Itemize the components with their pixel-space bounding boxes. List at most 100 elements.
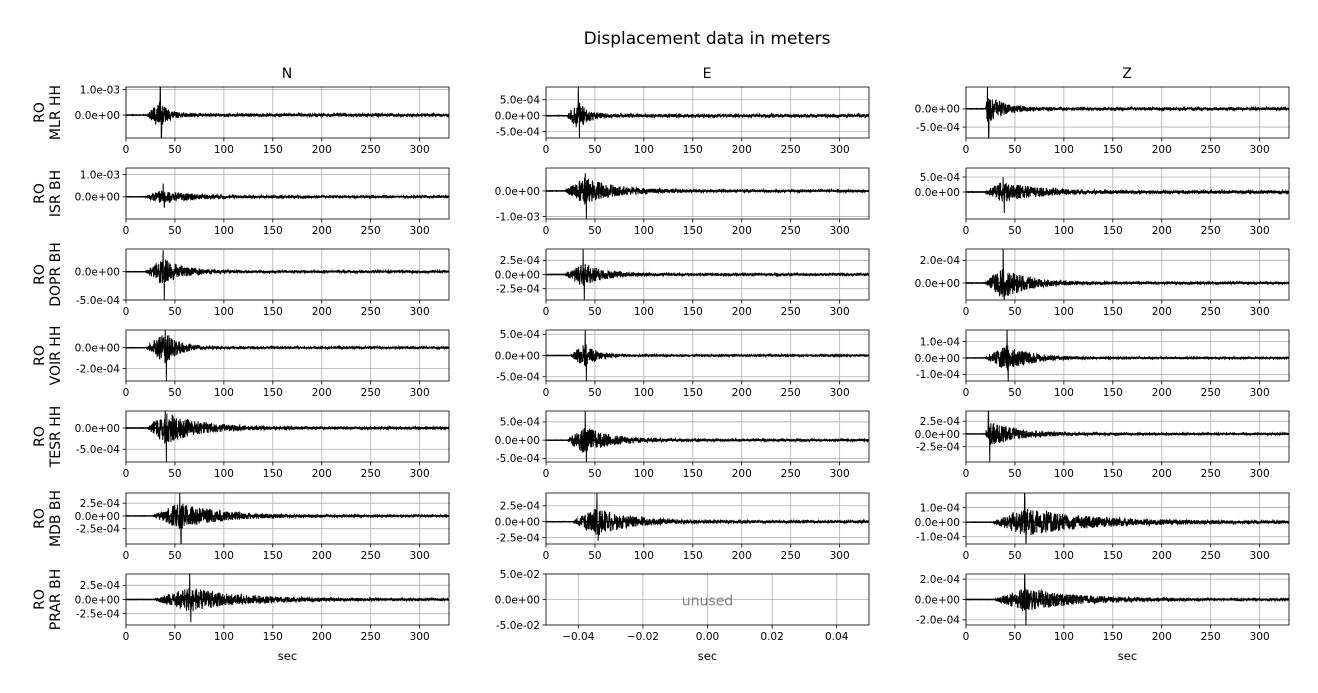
- x-tick-label: 50: [168, 387, 181, 399]
- x-tick-label: −0.04: [562, 631, 594, 643]
- x-tick-label: 300: [1250, 387, 1270, 399]
- x-tick-label: 50: [588, 225, 601, 237]
- x-tick-label: 250: [1201, 387, 1221, 399]
- y-tick-label: 5.0e-04: [500, 95, 541, 107]
- panel-3-1: 0 50 100 150 200 250 300 5.0e-04 0.0e+00 -5.0e-04: [495, 329, 870, 399]
- y-tick-label: 1.0e-03: [80, 84, 120, 96]
- x-tick-label: 50: [1008, 225, 1021, 237]
- x-tick-label: 0: [123, 631, 130, 643]
- x-tick-label: 0: [963, 144, 970, 156]
- x-tick-label: 200: [732, 550, 752, 562]
- x-tick-label: 100: [634, 144, 654, 156]
- x-tick-label: 250: [361, 550, 381, 562]
- panel-2-0: 0 50 100 150 200 250 300 0.0e+00 -5.0e-04: [75, 248, 450, 318]
- x-tick-label: 150: [263, 631, 283, 643]
- x-tick-label: 300: [1250, 550, 1270, 562]
- row-label-network: RO: [32, 589, 48, 610]
- x-tick-label: 250: [1201, 306, 1221, 318]
- x-tick-label: 250: [361, 631, 381, 643]
- axes-frame: [545, 86, 870, 139]
- x-tick-label: 100: [214, 550, 234, 562]
- y-tick-label: -5.0e-04: [496, 126, 540, 138]
- row-label-network: RO: [32, 264, 48, 285]
- x-tick-label: 200: [732, 144, 752, 156]
- axes-frame: [125, 329, 450, 382]
- y-tick-label: 0.0e+00: [75, 594, 120, 606]
- x-tick-label: 250: [361, 306, 381, 318]
- x-tick-label: 150: [683, 468, 703, 480]
- x-tick-label: 50: [168, 468, 181, 480]
- x-tick-label: 100: [214, 306, 234, 318]
- x-tick-label: 300: [830, 387, 850, 399]
- y-tick-label: 0.0e+00: [75, 511, 120, 523]
- trace-isr-bh-z: [966, 176, 1289, 214]
- x-tick-label: 200: [312, 550, 332, 562]
- x-tick-label: 200: [732, 225, 752, 237]
- row-label-station: VOIR HH: [48, 326, 64, 386]
- axes-frame: [965, 492, 1290, 545]
- x-tick-label: 50: [1008, 306, 1021, 318]
- x-tick-label: 50: [1008, 387, 1021, 399]
- x-tick-label: 200: [732, 387, 752, 399]
- axes-frame: [965, 329, 1290, 382]
- x-tick-label: 250: [361, 144, 381, 156]
- trace-mlr-hh-e: [546, 87, 869, 138]
- x-tick-label: 0: [123, 387, 130, 399]
- y-tick-label: 0.0e+00: [915, 104, 960, 116]
- x-tick-label: 100: [214, 144, 234, 156]
- x-tick-label: 150: [683, 144, 703, 156]
- trace-dopr-bh-z: [966, 249, 1289, 300]
- x-tick-label: 250: [1201, 550, 1221, 562]
- x-tick-label: 0: [963, 225, 970, 237]
- axes-frame: [125, 492, 450, 545]
- x-tick-label: 50: [588, 144, 601, 156]
- x-tick-label: 200: [312, 631, 332, 643]
- x-tick-label: 300: [830, 225, 850, 237]
- figure-title: Displacement data in meters: [584, 29, 831, 49]
- trace-dopr-bh-n: [126, 250, 449, 300]
- y-tick-label: 2.0e-04: [920, 574, 961, 586]
- x-tick-label: −0.02: [627, 631, 659, 643]
- panel-4-0: 0 50 100 150 200 250 300 0.0e+00 -5.0e-04: [75, 410, 450, 480]
- trace-isr-bh-e: [546, 173, 869, 219]
- trace-isr-bh-n: [126, 183, 449, 208]
- x-tick-label: 0.00: [696, 631, 719, 643]
- y-tick-label: 2.5e-04: [920, 416, 961, 428]
- x-tick-label: 200: [1152, 225, 1172, 237]
- x-tick-label: 50: [168, 306, 181, 318]
- x-tick-label: 300: [410, 387, 430, 399]
- unused-label: unused: [682, 594, 733, 610]
- y-tick-label: -2.0e-04: [916, 615, 960, 627]
- x-tick-label: 100: [634, 387, 654, 399]
- y-tick-label: 0.0e+00: [495, 350, 540, 362]
- x-tick-label: 100: [634, 468, 654, 480]
- x-tick-label: 200: [1152, 306, 1172, 318]
- panel-0-2: 0 50 100 150 200 250 300 0.0e+00 -5.0e-04: [915, 86, 1290, 156]
- x-tick-label: 0: [963, 468, 970, 480]
- axes-frame: [545, 410, 870, 463]
- x-tick-label: 250: [361, 468, 381, 480]
- x-tick-label: 150: [1103, 468, 1123, 480]
- y-tick-label: 2.5e-04: [80, 498, 121, 510]
- x-tick-label: 250: [1201, 631, 1221, 643]
- x-tick-label: 50: [168, 144, 181, 156]
- x-tick-label: 100: [1054, 550, 1074, 562]
- x-tick-label: 300: [830, 144, 850, 156]
- x-tick-label: 200: [1152, 631, 1172, 643]
- row-label-network: RO: [32, 345, 48, 366]
- panel-0-1: 0 50 100 150 200 250 300 5.0e-04 0.0e+00 -5.0e-04: [495, 86, 870, 156]
- x-tick-label: 0: [543, 468, 550, 480]
- x-tick-label: 300: [410, 550, 430, 562]
- x-axis-label: sec: [278, 649, 297, 663]
- x-tick-label: 250: [361, 387, 381, 399]
- trace-mlr-hh-n: [126, 87, 449, 138]
- x-tick-label: 250: [781, 306, 801, 318]
- row-label-station: PRAR BH: [48, 569, 64, 631]
- row-label-station: ISR BH: [48, 170, 64, 217]
- panel-3-0: 0 50 100 150 200 250 300 0.0e+00 -2.0e-04: [75, 329, 450, 399]
- panel-0-0: 0 50 100 150 200 250 300 1.0e-03 0.0e+00: [75, 84, 450, 156]
- y-tick-label: -2.5e-04: [496, 283, 540, 295]
- x-tick-label: 200: [1152, 550, 1172, 562]
- x-tick-label: 150: [263, 387, 283, 399]
